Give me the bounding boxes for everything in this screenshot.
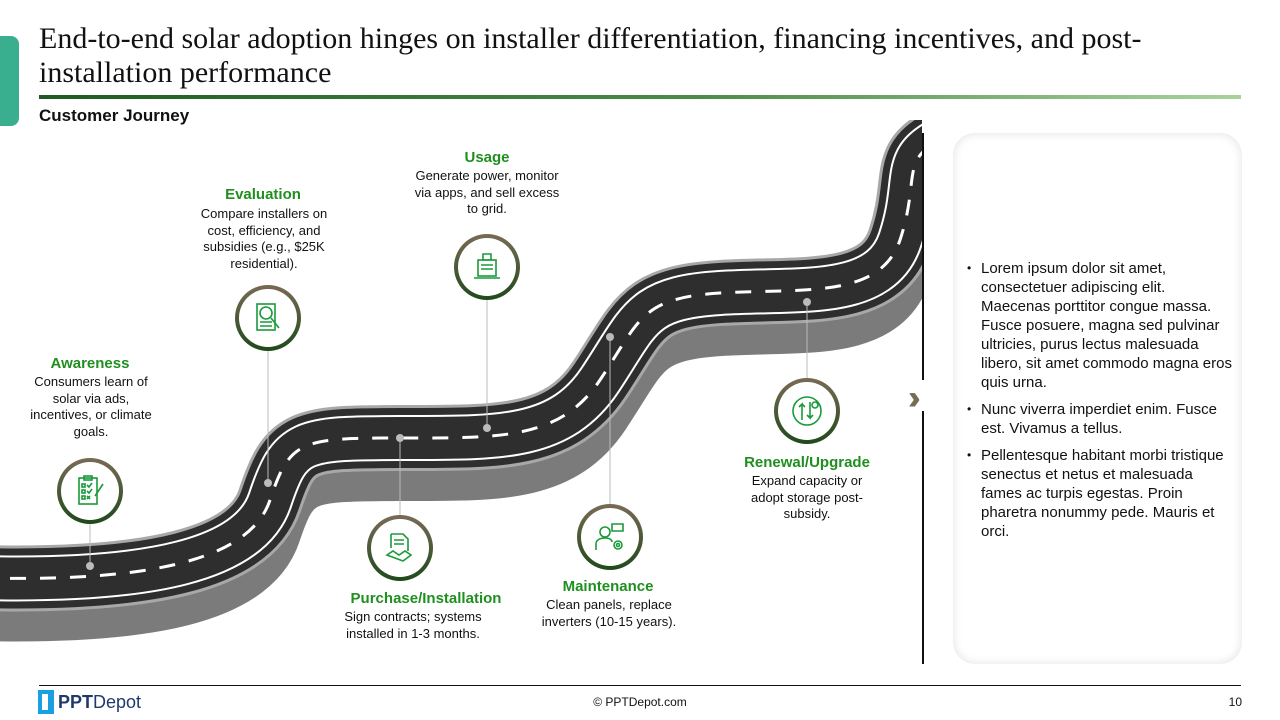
stage-icon-evaluation bbox=[235, 285, 301, 351]
divider-line-top bbox=[922, 133, 924, 380]
stage-desc-maintenance: Clean panels, replace inverters (10-15 y… bbox=[541, 597, 677, 629]
document-search-icon bbox=[256, 303, 280, 331]
accent-tab bbox=[0, 36, 19, 126]
upgrade-arrows-icon bbox=[792, 396, 822, 426]
stage-title-usage: Usage bbox=[464, 149, 510, 166]
stage-title-awareness: Awareness bbox=[50, 355, 130, 372]
stage-title-renewal-upgrade: Renewal/Upgrade bbox=[744, 454, 870, 471]
laptop-monitor-icon bbox=[474, 253, 500, 279]
brand-logo: PPTDepot bbox=[38, 690, 141, 714]
notes-bullet: Lorem ipsum dolor sit amet, consectetuer… bbox=[967, 259, 1232, 392]
road-illustration bbox=[0, 120, 922, 642]
stage-desc-usage: Generate power, monitor via apps, and se… bbox=[414, 168, 560, 216]
stage-title-evaluation: Evaluation bbox=[225, 186, 301, 203]
road-marker bbox=[86, 562, 94, 570]
stage-desc-evaluation: Compare installers on cost, efficiency, … bbox=[200, 206, 328, 271]
stage-icon-awareness bbox=[57, 458, 123, 524]
page-title: End-to-end solar adoption hinges on inst… bbox=[39, 22, 1142, 89]
stage-icon-usage bbox=[454, 234, 520, 300]
technician-gear-icon bbox=[595, 523, 624, 550]
logo-text-light: Depot bbox=[93, 691, 142, 712]
footer-divider bbox=[39, 685, 1241, 686]
road-marker bbox=[606, 333, 614, 341]
section-subtitle: Customer Journey bbox=[39, 106, 190, 125]
notes-bullet: Pellentesque habitant morbi tristique se… bbox=[967, 446, 1232, 541]
checklist-icon bbox=[78, 475, 104, 505]
stage-icon-maintenance bbox=[577, 504, 643, 570]
contract-handshake-icon bbox=[385, 533, 413, 562]
divider-line-bottom bbox=[922, 411, 924, 664]
logo-mark-icon bbox=[38, 690, 54, 714]
notes-panel: Lorem ipsum dolor sit amet, consectetuer… bbox=[953, 133, 1242, 664]
stage-icon-renewal-upgrade bbox=[774, 378, 840, 444]
road-marker bbox=[483, 424, 491, 432]
road-marker bbox=[264, 479, 272, 487]
title-divider bbox=[39, 95, 1241, 99]
road-marker bbox=[803, 298, 811, 306]
stage-desc-renewal-upgrade: Expand capacity or adopt storage post-su… bbox=[750, 473, 864, 521]
notes-list: Lorem ipsum dolor sit amet, consectetuer… bbox=[967, 259, 1232, 549]
logo-text-bold: PPT bbox=[58, 691, 94, 712]
stage-desc-purchase-installation: Sign contracts; systems installed in 1-3… bbox=[344, 609, 482, 641]
road-marker bbox=[396, 434, 404, 442]
road-center-dashes bbox=[0, 150, 922, 580]
stage-icon-purchase-installation bbox=[367, 515, 433, 581]
chevron-right-icon: ›› bbox=[908, 379, 920, 417]
stage-title-purchase-installation: Purchase/Installation bbox=[350, 590, 502, 607]
notes-bullet: Nunc viverra imperdiet enim. Fusce est. … bbox=[967, 400, 1232, 438]
page-number: 10 bbox=[1228, 695, 1242, 709]
logo-text: PPTDepot bbox=[58, 692, 141, 713]
stage-title-maintenance: Maintenance bbox=[562, 578, 654, 595]
copyright: © PPTDepot.com bbox=[593, 695, 687, 709]
stage-desc-awareness: Consumers learn of solar via ads, incent… bbox=[30, 374, 152, 439]
